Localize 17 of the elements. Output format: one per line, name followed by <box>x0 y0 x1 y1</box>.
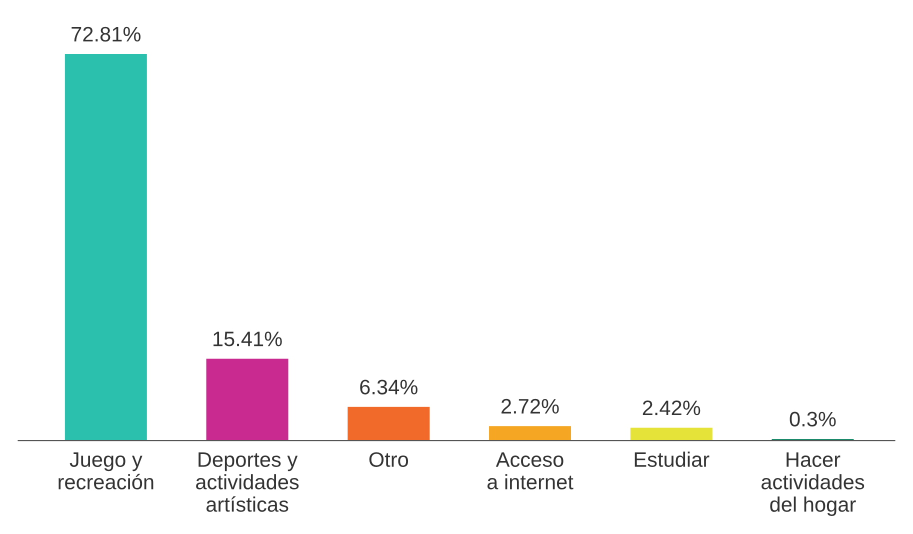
x-tick-label: Otro <box>369 452 408 467</box>
x-tick-label: Juego y recreación <box>58 452 154 490</box>
bar <box>348 406 430 441</box>
data-label: 72.81% <box>72 26 140 42</box>
bar <box>206 358 288 441</box>
x-tick-label: Acceso a internet <box>487 452 574 490</box>
data-label: 2.72% <box>502 398 559 414</box>
data-label: 2.42% <box>642 400 700 416</box>
data-label: 0.3% <box>790 412 836 427</box>
x-tick-label: Estudiar <box>634 452 710 467</box>
x-tick-label: Deportes y actividades artísticas <box>196 452 299 512</box>
data-label: 6.34% <box>360 380 418 394</box>
bar <box>489 426 572 441</box>
bar <box>64 54 147 441</box>
data-label: 15.41% <box>214 332 282 346</box>
bar <box>630 428 712 441</box>
x-tick-label: Hacer actividades del hogar <box>762 452 864 516</box>
